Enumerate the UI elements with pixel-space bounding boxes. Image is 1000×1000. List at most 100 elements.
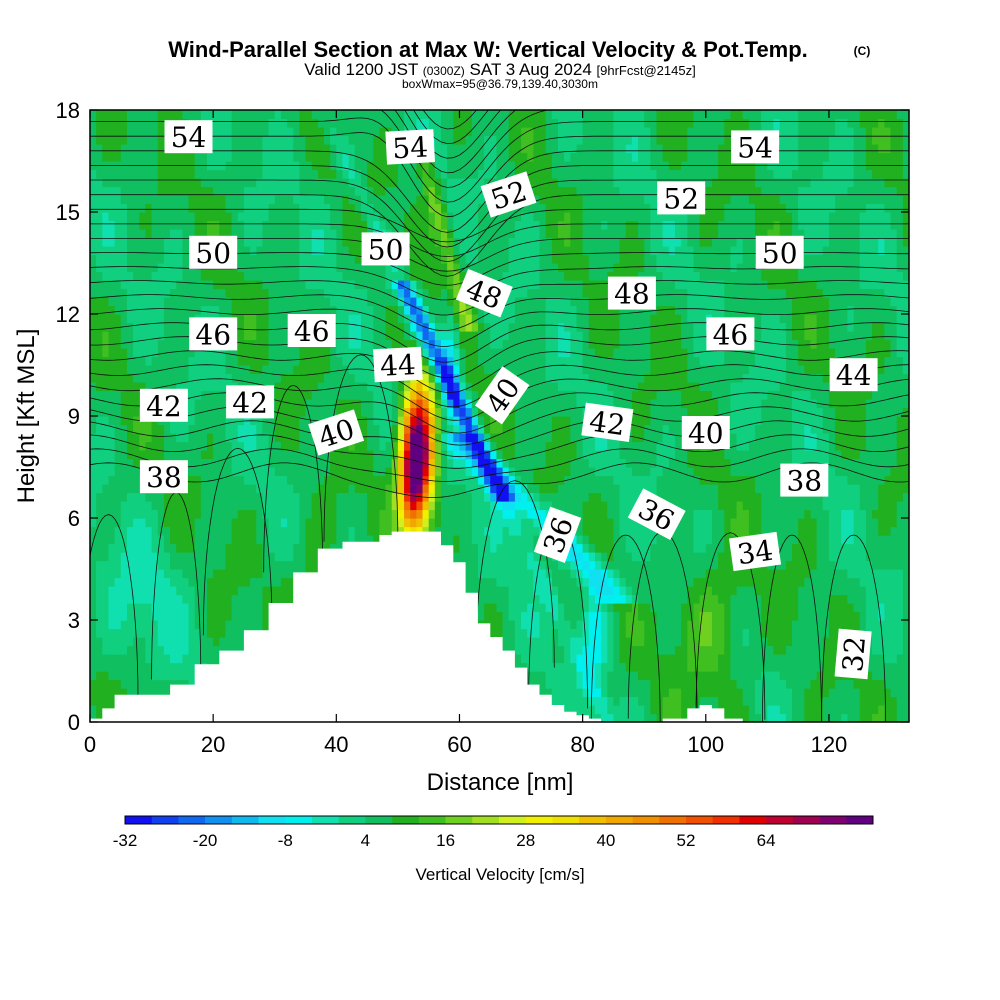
w-cell xyxy=(730,569,738,579)
w-cell xyxy=(96,679,103,689)
w-cell xyxy=(102,424,110,434)
w-cell xyxy=(508,509,516,519)
chart-subtitle-1: Valid 1200 JST (0300Z) SAT 3 Aug 2024 [9… xyxy=(304,60,695,79)
w-cell xyxy=(711,475,719,485)
w-cell xyxy=(477,475,485,485)
w-cell xyxy=(225,509,233,519)
w-cell xyxy=(718,696,725,706)
w-cell xyxy=(896,611,904,621)
w-cell xyxy=(416,526,424,536)
w-cell xyxy=(773,467,781,477)
w-cell xyxy=(114,407,122,417)
w-cell xyxy=(163,603,171,613)
w-cell xyxy=(441,399,448,409)
w-cell xyxy=(268,586,276,596)
w-cell xyxy=(767,671,775,681)
w-cell xyxy=(539,458,547,468)
w-cell xyxy=(613,705,621,715)
w-cell xyxy=(601,560,608,570)
w-cell xyxy=(133,543,140,553)
w-cell xyxy=(90,688,97,698)
w-cell xyxy=(656,577,664,587)
w-cell xyxy=(865,535,873,545)
w-cell xyxy=(114,662,122,672)
w-cell xyxy=(441,535,448,545)
w-cell xyxy=(681,518,688,528)
w-cell xyxy=(761,424,768,434)
w-cell xyxy=(188,594,196,604)
w-cell xyxy=(243,492,251,502)
w-cell xyxy=(693,509,701,519)
w-cell xyxy=(114,509,122,519)
w-cell xyxy=(373,535,381,545)
w-cell xyxy=(539,654,547,664)
w-cell xyxy=(207,560,214,570)
w-cell xyxy=(490,535,498,545)
w-cell xyxy=(785,424,793,434)
w-cell xyxy=(792,458,799,468)
w-cell xyxy=(767,577,775,587)
w-cell xyxy=(798,560,805,570)
w-cell xyxy=(693,586,701,596)
w-cell xyxy=(699,645,707,655)
w-cell xyxy=(884,492,892,502)
w-cell xyxy=(330,509,337,519)
w-cell xyxy=(551,416,559,426)
w-cell xyxy=(779,628,787,638)
w-cell xyxy=(484,552,491,562)
w-cell xyxy=(601,458,608,468)
w-cell xyxy=(336,518,344,528)
w-cell xyxy=(416,450,424,460)
w-cell xyxy=(570,586,578,596)
w-cell xyxy=(145,535,153,545)
w-cell xyxy=(631,492,639,502)
w-cell xyxy=(521,441,528,451)
w-cell xyxy=(293,552,300,562)
w-cell xyxy=(539,560,547,570)
w-cell xyxy=(693,484,701,494)
w-cell xyxy=(200,535,208,545)
w-cell xyxy=(638,450,645,460)
w-cell xyxy=(668,441,676,451)
w-cell xyxy=(853,416,861,426)
w-cell xyxy=(835,467,842,477)
w-cell xyxy=(262,552,270,562)
w-cell xyxy=(317,501,325,511)
w-cell xyxy=(748,407,756,417)
w-cell xyxy=(613,611,621,621)
w-cell xyxy=(558,654,565,664)
w-cell xyxy=(588,586,596,596)
w-cell xyxy=(114,467,122,477)
w-cell xyxy=(416,441,424,451)
w-cell xyxy=(896,620,904,630)
w-cell xyxy=(527,475,534,485)
w-cell xyxy=(157,492,165,502)
w-cell xyxy=(108,552,116,562)
w-cell xyxy=(262,620,270,630)
w-cell xyxy=(514,450,522,460)
w-cell xyxy=(367,501,374,511)
w-cell xyxy=(675,501,682,511)
w-cell xyxy=(619,586,627,596)
w-cell xyxy=(256,484,264,494)
w-cell xyxy=(724,594,732,604)
w-cell xyxy=(779,407,787,417)
w-cell xyxy=(274,518,282,528)
w-cell xyxy=(379,518,387,528)
w-cell xyxy=(96,620,103,630)
w-cell xyxy=(108,679,116,689)
w-cell xyxy=(730,671,738,681)
w-cell xyxy=(188,399,196,409)
w-cell xyxy=(453,475,461,485)
w-cell xyxy=(434,399,442,409)
w-cell xyxy=(558,492,565,502)
w-cell xyxy=(114,433,122,443)
w-cell xyxy=(662,577,670,587)
w-cell xyxy=(835,526,842,536)
w-cell xyxy=(785,637,793,647)
w-cell xyxy=(447,535,454,545)
w-cell xyxy=(699,450,707,460)
w-cell xyxy=(681,560,688,570)
w-cell xyxy=(231,569,239,579)
w-cell xyxy=(170,543,177,553)
